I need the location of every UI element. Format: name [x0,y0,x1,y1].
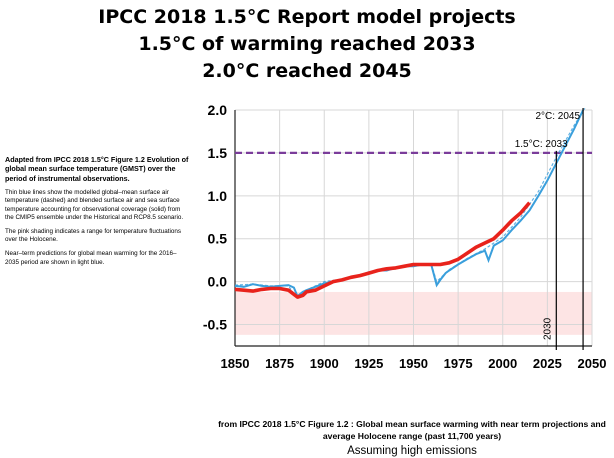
title-line-2: 1.5°C of warming reached 2033 [138,33,476,55]
annotation-1-5c: 1.5°C: 2033 [515,139,568,150]
y-tick-label: 0.0 [208,274,228,290]
x-tick-label: 1975 [444,356,473,371]
x-tick-label: 1900 [310,356,339,371]
x-tick-label: 1875 [265,356,294,371]
figure-description: Adapted from IPCC 2018 1.5°C Figure 1.2 … [5,155,190,273]
annotation-2c: 2°C: 2045 [535,111,580,122]
y-tick-label: 0.5 [208,231,228,247]
emissions-note: Assuming high emissions [347,445,477,457]
x-tick-label: 2025 [533,356,562,371]
x-tick-label: 1850 [221,356,250,371]
chart-title: IPCC 2018 1.5°C Report model projects 1.… [0,4,614,85]
figure-caption: from IPCC 2018 1.5°C Figure 1.2 : Global… [218,419,606,441]
x-tick-label: 2050 [578,356,607,371]
title-line-1: IPCC 2018 1.5°C Report model projects [98,6,516,28]
x-tick-label: 1950 [399,356,428,371]
y-tick-label: 1.5 [208,145,228,161]
observed-series [234,201,531,299]
x-tick-label: 2000 [488,356,517,371]
x-tick-label: 1925 [354,356,383,371]
marker-2030-label: 2030 [542,317,553,340]
title-line-3: 2.0°C reached 2045 [202,60,412,82]
y-tick-label: 2.0 [208,102,228,118]
y-tick-label: -0.5 [203,317,227,333]
description-holocene: The pink shading indicates a range for t… [5,228,182,244]
description-heading: Adapted from IPCC 2018 1.5°C Figure 1.2 … [5,155,189,183]
warming-chart: 2.0 1.5 1.0 0.5 0.0 -0.5 1850 1875 1900 1925 1950 1… [203,102,607,371]
description-model-lines: Thin blue lines show the modelled global… [5,189,184,221]
y-tick-label: 1.0 [208,188,228,204]
model-series-dashed [234,107,586,300]
description-near-term: Near–term predictions for global mean wa… [5,250,177,266]
